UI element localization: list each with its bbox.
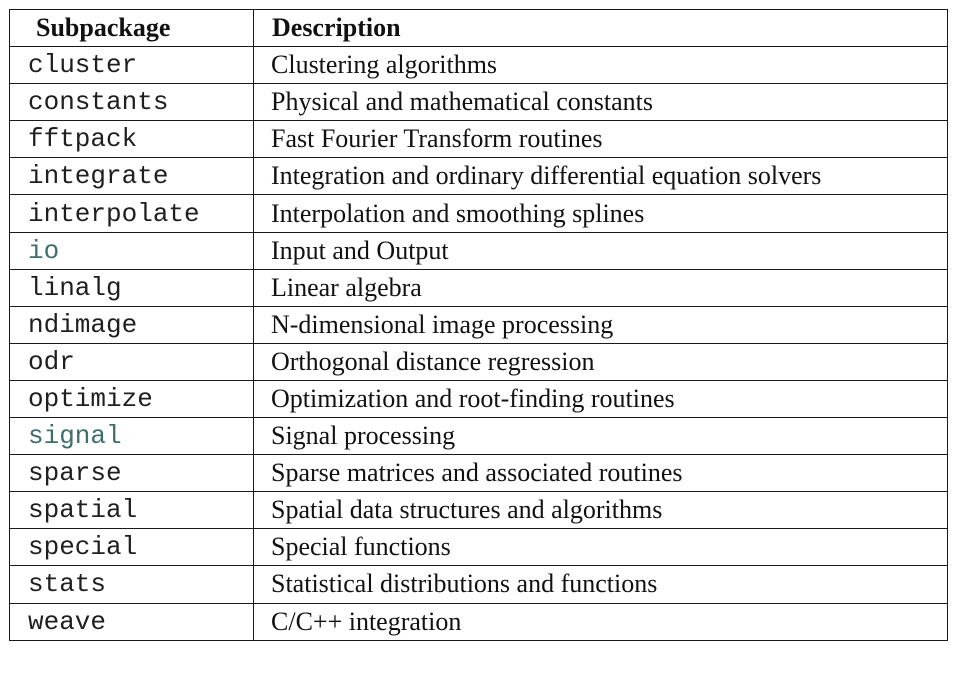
subpackage-description: Optimization and root-finding routines	[253, 379, 948, 419]
table-row: constants Physical and mathematical cons…	[9, 83, 948, 122]
table-row: io Input and Output	[9, 231, 948, 270]
subpackage-table-container: Subpackage Description cluster Clusterin…	[9, 8, 948, 641]
subpackage-name: integrate	[9, 157, 254, 196]
subpackage-name: cluster	[9, 46, 254, 85]
subpackage-description: Input and Output	[253, 231, 948, 270]
subpackage-description: Statistical distributions and functions	[253, 565, 948, 604]
table-row: cluster Clustering algorithms	[9, 46, 948, 85]
subpackage-name: spatial	[9, 491, 254, 530]
subpackage-description: Sparse matrices and associated routines	[253, 454, 948, 493]
subpackage-description: Clustering algorithms	[253, 46, 948, 85]
subpackage-name: signal	[9, 417, 254, 456]
table-row: signal Signal processing	[9, 417, 948, 456]
subpackage-description: Spatial data structures and algorithms	[253, 491, 948, 530]
subpackage-description: Interpolation and smoothing splines	[253, 194, 948, 233]
subpackage-description: Orthogonal distance regression	[253, 342, 948, 381]
subpackage-description: Fast Fourier Transform routines	[253, 120, 948, 159]
subpackage-name: linalg	[9, 268, 254, 307]
subpackage-description: Special functions	[253, 528, 948, 567]
table-row: optimize Optimization and root-finding r…	[9, 379, 948, 419]
subpackage-name: constants	[9, 83, 254, 122]
subpackage-description: C/C++ integration	[253, 602, 948, 641]
table-row: integrate Integration and ordinary diffe…	[9, 157, 948, 196]
subpackage-name: fftpack	[9, 120, 254, 159]
subpackage-name: weave	[9, 602, 254, 641]
header-description: Description	[253, 8, 948, 48]
table-row: weave C/C++ integration	[9, 602, 948, 641]
subpackage-name: sparse	[9, 454, 254, 493]
table-row: odr Orthogonal distance regression	[9, 342, 948, 381]
subpackage-table: Subpackage Description cluster Clusterin…	[9, 8, 948, 641]
subpackage-description: Signal processing	[253, 417, 948, 456]
subpackage-name: odr	[9, 342, 254, 381]
subpackage-name: io	[9, 231, 254, 270]
table-row: fftpack Fast Fourier Transform routines	[9, 120, 948, 159]
subpackage-name: special	[9, 528, 254, 567]
subpackage-name: stats	[9, 565, 254, 604]
subpackage-description: Physical and mathematical constants	[253, 83, 948, 122]
table-row: ndimage N-dimensional image processing	[9, 305, 948, 344]
table-row: stats Statistical distributions and func…	[9, 565, 948, 604]
subpackage-name: interpolate	[9, 194, 254, 233]
table-row: special Special functions	[9, 528, 948, 567]
subpackage-name: ndimage	[9, 305, 254, 344]
subpackage-name: optimize	[9, 379, 254, 419]
subpackage-description: Integration and ordinary differential eq…	[253, 157, 948, 196]
subpackage-description: Linear algebra	[253, 268, 948, 307]
header-subpackage: Subpackage	[9, 8, 254, 48]
table-header-row: Subpackage Description	[9, 8, 948, 48]
table-row: spatial Spatial data structures and algo…	[9, 491, 948, 530]
table-row: linalg Linear algebra	[9, 268, 948, 307]
table-row: interpolate Interpolation and smoothing …	[9, 194, 948, 233]
subpackage-description: N-dimensional image processing	[253, 305, 948, 344]
table-row: sparse Sparse matrices and associated ro…	[9, 454, 948, 493]
